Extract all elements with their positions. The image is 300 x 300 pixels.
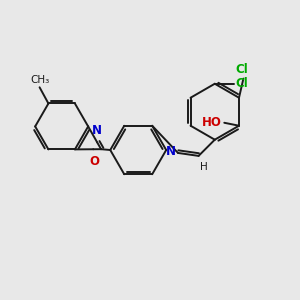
Text: N: N: [92, 124, 102, 137]
Text: H: H: [200, 162, 208, 172]
Text: N: N: [166, 145, 176, 158]
Text: CH₃: CH₃: [30, 75, 49, 85]
Text: O: O: [90, 154, 100, 167]
Text: HO: HO: [202, 116, 222, 129]
Text: Cl: Cl: [236, 77, 248, 90]
Text: Cl: Cl: [236, 63, 248, 76]
